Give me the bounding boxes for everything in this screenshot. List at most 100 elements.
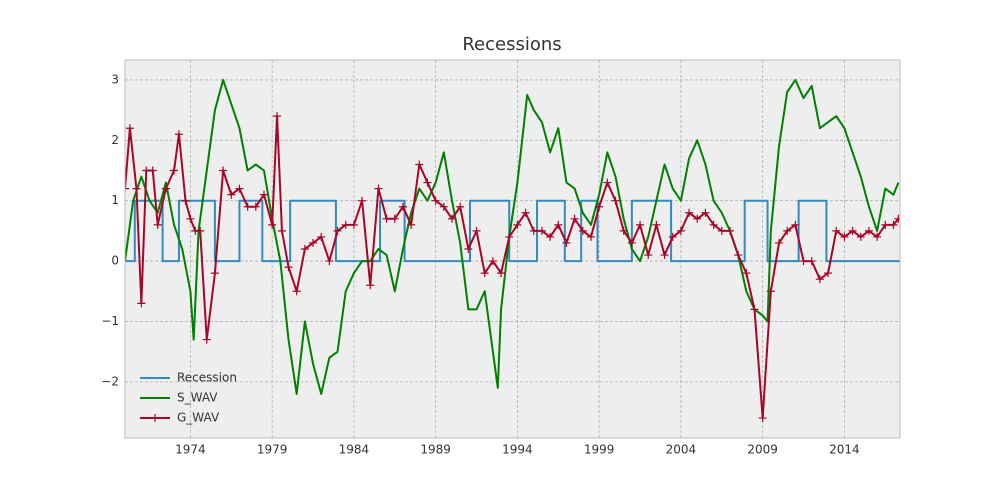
plot-series — [125, 78, 900, 423]
point-marker — [832, 226, 841, 235]
point-marker — [783, 226, 792, 235]
plot-frame — [124, 59, 901, 439]
point-marker — [578, 226, 587, 235]
point-marker — [750, 305, 759, 314]
point-marker — [693, 214, 702, 223]
y-tick-label: 0 — [111, 254, 119, 268]
point-marker — [742, 269, 751, 278]
point-marker — [676, 226, 685, 235]
point-marker — [717, 226, 726, 235]
point-marker — [668, 232, 677, 241]
point-marker — [864, 226, 873, 235]
point-marker — [309, 238, 318, 247]
point-marker — [505, 232, 514, 241]
point-marker — [407, 220, 416, 229]
point-marker — [366, 281, 375, 290]
point-marker — [456, 202, 465, 211]
legend-label: S_WAV — [177, 391, 218, 405]
point-marker — [619, 226, 628, 235]
point-marker — [644, 251, 653, 260]
point-marker — [148, 166, 157, 175]
point-marker — [170, 166, 179, 175]
point-marker — [196, 226, 205, 235]
point-marker — [277, 226, 286, 235]
point-marker — [390, 214, 399, 223]
point-marker — [341, 220, 350, 229]
x-tick-label: 1979 — [257, 443, 288, 457]
series-line — [125, 199, 900, 263]
point-marker — [137, 299, 146, 308]
point-marker — [791, 220, 800, 229]
point-marker — [595, 202, 604, 211]
point-marker — [273, 112, 282, 121]
point-marker — [480, 269, 489, 278]
point-marker — [398, 202, 407, 211]
y-tick-label: 2 — [111, 133, 119, 147]
point-marker — [325, 257, 334, 266]
point-marker — [856, 232, 865, 241]
point-marker — [497, 269, 506, 278]
legend-label: Recession — [177, 371, 237, 385]
point-marker — [132, 184, 141, 193]
point-marker — [889, 220, 898, 229]
legend-label: G_WAV — [177, 411, 220, 425]
x-tick-label: 2009 — [747, 443, 778, 457]
point-marker — [766, 287, 775, 296]
x-tick-label: 2004 — [666, 443, 697, 457]
point-marker — [652, 220, 661, 229]
point-marker — [174, 130, 183, 139]
point-marker — [439, 202, 448, 211]
point-marker — [685, 208, 694, 217]
point-marker — [586, 232, 595, 241]
point-marker — [235, 184, 244, 193]
point-marker — [431, 196, 440, 205]
y-tick-label: −2 — [101, 374, 119, 388]
point-marker — [268, 220, 277, 229]
point-marker — [603, 178, 612, 187]
point-marker — [894, 214, 900, 223]
point-marker — [848, 226, 857, 235]
point-marker — [181, 196, 190, 205]
point-marker — [554, 220, 563, 229]
point-marker — [627, 238, 636, 247]
y-tick-label: 1 — [111, 193, 119, 207]
point-marker — [570, 214, 579, 223]
point-marker — [202, 335, 211, 344]
point-marker — [161, 184, 170, 193]
point-marker — [815, 275, 824, 284]
point-marker — [186, 214, 195, 223]
point-marker — [464, 245, 473, 253]
point-marker — [546, 232, 555, 241]
point-marker — [251, 202, 260, 211]
point-marker — [259, 190, 268, 199]
point-marker — [709, 220, 718, 229]
point-marker — [537, 226, 546, 235]
point-marker — [799, 257, 808, 266]
legend-marker — [151, 414, 159, 422]
point-marker — [529, 226, 538, 235]
point-marker — [636, 220, 645, 229]
point-marker — [758, 414, 767, 423]
point-marker — [807, 257, 816, 266]
point-marker — [374, 184, 383, 193]
y-tick-label: 3 — [111, 72, 119, 86]
chart-title: Recessions — [462, 34, 561, 55]
point-marker — [382, 214, 391, 223]
point-marker — [210, 269, 219, 278]
point-marker — [292, 287, 301, 296]
point-marker — [840, 232, 849, 241]
point-marker — [472, 226, 481, 235]
point-marker — [300, 245, 309, 253]
x-tick-label: 1989 — [420, 443, 451, 457]
point-marker — [725, 226, 734, 235]
x-tick-label: 1974 — [175, 443, 206, 457]
point-marker — [521, 208, 530, 217]
point-marker — [243, 202, 252, 211]
x-tick-label: 1994 — [502, 443, 533, 457]
point-marker — [660, 251, 669, 260]
point-marker — [333, 226, 342, 235]
y-tick-label: −1 — [101, 314, 119, 328]
point-marker — [423, 178, 432, 187]
point-marker — [824, 269, 833, 278]
